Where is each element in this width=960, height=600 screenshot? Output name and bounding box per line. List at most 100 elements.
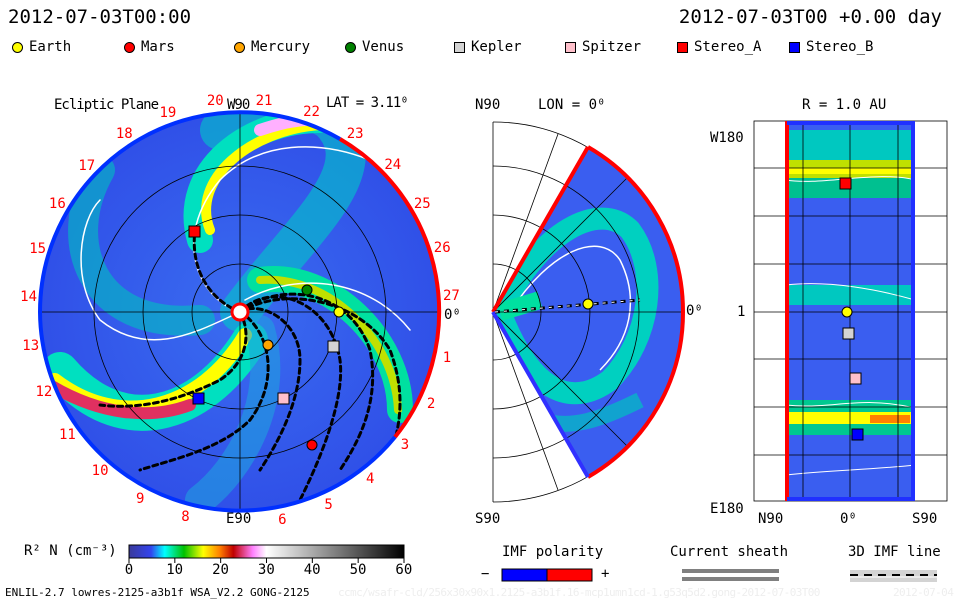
ecliptic-title: Ecliptic Plane <box>54 97 159 113</box>
carrington-label: 8 <box>181 508 190 525</box>
carrington-label: 6 <box>278 511 287 528</box>
stereo-a-marker-radial <box>839 177 852 190</box>
carrington-label: 1 <box>442 349 452 366</box>
mars-marker <box>306 439 318 451</box>
circle-marker-icon <box>234 41 245 53</box>
circle-marker-icon <box>124 41 135 53</box>
colorbar-tick-label: 20 <box>212 562 229 578</box>
meridional-plane-plot <box>491 121 686 503</box>
stereo-a-marker <box>188 225 201 238</box>
carrington-label: 26 <box>433 240 451 257</box>
one-label: 1 <box>737 304 746 320</box>
legend-item-earth: Earth <box>12 39 71 55</box>
spitzer-marker <box>277 392 290 405</box>
earth-marker <box>333 306 345 318</box>
imf-minus: − <box>481 566 490 582</box>
legend-label: Mercury <box>251 39 311 55</box>
square-marker-icon <box>565 41 576 53</box>
carrington-label: 10 <box>91 463 109 480</box>
left-title: 2012-07-03T00:00 <box>8 6 192 28</box>
e90-label: E90 <box>226 511 252 527</box>
legend-label: Stereo_A <box>694 39 762 55</box>
imf-negative <box>501 568 548 582</box>
carrington-label: 4 <box>366 471 375 488</box>
s90-label: S90 <box>475 511 501 527</box>
spitzer-marker-radial <box>849 372 862 385</box>
legend-label: Mars <box>141 39 175 55</box>
colorbar-tick-label: 0 <box>124 562 134 578</box>
carrington-label: 11 <box>59 427 76 444</box>
earth-marker-radial <box>841 306 853 318</box>
run-date: 2012-07-04 <box>893 586 954 599</box>
e180-label: E180 <box>710 501 744 517</box>
square-marker-icon <box>789 41 800 53</box>
mercury-marker <box>262 339 274 351</box>
carrington-label: 2 <box>426 395 436 412</box>
carrington-label: 18 <box>115 126 133 143</box>
carrington-label: 25 <box>413 195 431 212</box>
stereo-b-marker <box>192 392 205 405</box>
lon-label: LON = 0⁰ <box>538 97 606 113</box>
carrington-label: 17 <box>78 157 96 174</box>
colorbar <box>128 544 405 559</box>
bodies <box>188 177 864 451</box>
colorbar-tick-label: 60 <box>395 562 413 578</box>
n90-label: N90 <box>475 97 501 113</box>
earth-marker-meridional <box>582 298 594 310</box>
carrington-label: 27 <box>443 288 460 305</box>
legend-item-mercury: Mercury <box>234 39 310 55</box>
ecliptic-plane-plot <box>38 110 442 513</box>
carrington-label: 15 <box>29 240 47 257</box>
zero-axis-label: 0⁰ <box>840 511 857 527</box>
carrington-label: 19 <box>159 104 177 121</box>
legend-label: Earth <box>29 39 72 55</box>
s90-axis-label: S90 <box>912 511 938 527</box>
carrington-label: 24 <box>384 156 402 173</box>
kepler-marker-radial <box>842 327 855 340</box>
imf-title: IMF polarity <box>502 544 604 560</box>
legend-item-kepler: Kepler <box>454 39 522 55</box>
colorbar-tick-label: 50 <box>349 562 367 578</box>
w90-label: W90 <box>227 97 250 113</box>
stereo-b-marker-radial <box>851 428 864 441</box>
square-marker-icon <box>677 41 688 53</box>
legend-item-spitzer: Spitzer <box>565 39 641 55</box>
zero-label: 0⁰ <box>444 307 461 323</box>
legend-label: Venus <box>362 39 405 55</box>
right-title: 2012-07-03T00 +0.00 day <box>678 6 942 28</box>
legend-item-venus: Venus <box>345 39 404 55</box>
legend-item-stereo-b: Stereo_B <box>789 39 873 55</box>
sheath-title: Current sheath <box>670 544 789 560</box>
square-marker-icon <box>454 41 465 53</box>
carrington-label: 20 <box>206 93 224 110</box>
circle-marker-icon <box>345 41 356 53</box>
circle-marker-icon <box>12 41 23 53</box>
carrington-label: 9 <box>135 491 145 507</box>
carrington-label: 16 <box>48 196 66 213</box>
carrington-label: 23 <box>346 126 364 142</box>
carrington-label: 13 <box>22 337 40 354</box>
colorbar-tick-label: 40 <box>303 562 321 578</box>
legend-label: Kepler <box>471 39 522 55</box>
carrington-label: 3 <box>400 437 410 454</box>
colorbar-tick-label: 30 <box>257 562 275 578</box>
model-info: ENLIL-2.7 lowres-2125-a3b1f WSA_V2.2 GON… <box>5 586 310 599</box>
radius-label: R = 1.0 AU <box>802 97 887 113</box>
carrington-label: 14 <box>20 288 37 305</box>
legend-label: Stereo_B <box>806 39 874 55</box>
imf-line-title: 3D IMF line <box>848 544 941 560</box>
carrington-label: 21 <box>255 93 273 110</box>
carrington-label: 12 <box>35 384 53 401</box>
legend-label: Spitzer <box>582 39 642 55</box>
colorbar-label: R² N (cm⁻³) <box>24 543 117 559</box>
venus-marker <box>301 284 313 296</box>
kepler-marker <box>327 340 340 353</box>
legend-item-mars: Mars <box>124 39 175 55</box>
legend-item-stereo-a: Stereo_A <box>677 39 761 55</box>
run-id: ccmc/wsafr-cld/256x30x90x1.2125-a3b1f.16… <box>338 586 820 599</box>
mer-zero-label: 0⁰ <box>686 303 703 319</box>
n90-axis-label: N90 <box>758 511 784 527</box>
colorbar-tick-label: 10 <box>166 562 184 578</box>
lat-label: LAT = 3.11⁰ <box>326 95 409 111</box>
imf-plus: + <box>601 566 610 582</box>
